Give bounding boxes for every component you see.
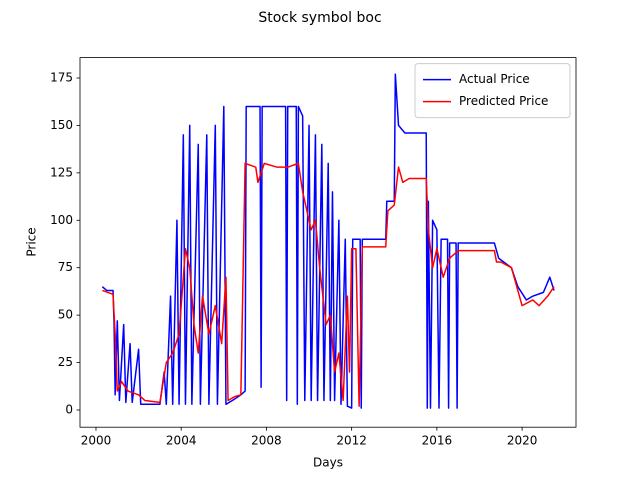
- x-tick-label: 2016: [422, 434, 453, 448]
- x-tick-label: 2004: [166, 434, 197, 448]
- legend-label: Actual Price: [459, 72, 530, 86]
- x-tick-label: 2008: [251, 434, 282, 448]
- axes-frame: [79, 57, 577, 428]
- y-tick-label: 125: [50, 165, 73, 179]
- y-tick-label: 100: [50, 213, 73, 227]
- legend-box: [414, 63, 571, 119]
- y-tick-label: 175: [50, 70, 73, 84]
- y-axis-label: Price: [25, 227, 39, 256]
- y-tick-label: 25: [58, 355, 73, 369]
- y-tick-label: 0: [65, 402, 73, 416]
- x-tick-label: 2000: [81, 434, 112, 448]
- y-tick-label: 150: [50, 118, 73, 132]
- x-tick-label: 2012: [336, 434, 367, 448]
- y-tick-label: 50: [58, 308, 73, 322]
- x-axis-label: Days: [313, 456, 343, 470]
- chart-title: Stock symbol boc: [258, 10, 381, 26]
- x-tick-label: 2020: [507, 434, 538, 448]
- y-tick-label: 75: [58, 260, 73, 274]
- legend-label: Predicted Price: [459, 94, 548, 108]
- data-line: [102, 162, 555, 407]
- data-line: [101, 73, 555, 409]
